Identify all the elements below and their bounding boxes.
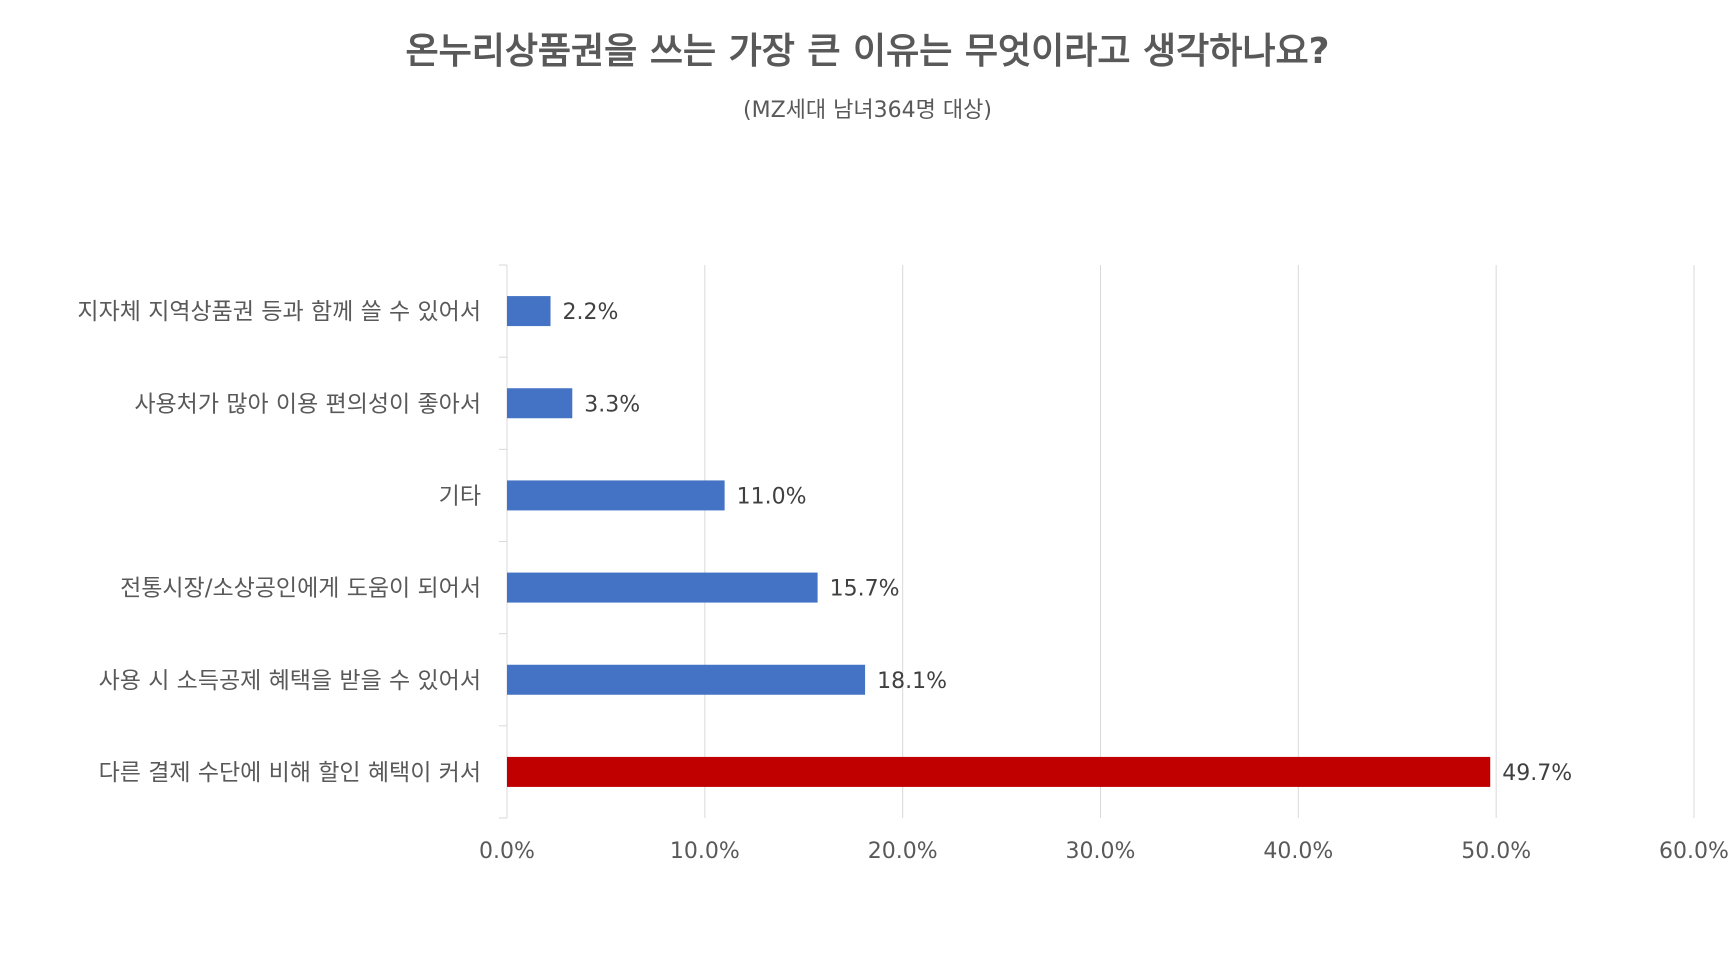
x-tick-label: 20.0% xyxy=(868,839,938,864)
data-label: 11.0% xyxy=(737,484,807,509)
category-label: 다른 결제 수단에 비해 할인 혜택이 커서 xyxy=(99,760,481,786)
data-label: 49.7% xyxy=(1502,761,1572,786)
chart-subtitle: (MZ세대 남녀364명 대상) xyxy=(743,98,992,123)
category-label: 사용 시 소득공제 혜택을 받을 수 있어서 xyxy=(99,668,481,694)
category-label: 지자체 지역상품권 등과 함께 쓸 수 있어서 xyxy=(77,299,481,325)
x-tick-label: 0.0% xyxy=(479,839,535,864)
x-tick-label: 60.0% xyxy=(1659,839,1729,864)
data-label: 15.7% xyxy=(830,577,900,602)
x-tick-label: 10.0% xyxy=(670,839,740,864)
bar xyxy=(507,480,725,511)
data-label: 2.2% xyxy=(563,300,619,325)
bar xyxy=(507,756,1491,787)
data-label: 18.1% xyxy=(877,669,947,694)
bar xyxy=(507,388,573,419)
bar xyxy=(507,296,551,327)
category-label: 기타 xyxy=(439,483,481,509)
x-tick-label: 50.0% xyxy=(1461,839,1531,864)
bar xyxy=(507,664,866,695)
bar xyxy=(507,572,818,603)
category-label: 전통시장/소상공인에게 도움이 되어서 xyxy=(120,576,481,602)
x-tick-label: 30.0% xyxy=(1066,839,1136,864)
chart-title: 온누리상품권을 쓰는 가장 큰 이유는 무엇이라고 생각하나요? xyxy=(405,31,1330,72)
category-label: 사용처가 많아 이용 편의성이 좋아서 xyxy=(134,391,481,417)
data-label: 3.3% xyxy=(584,392,640,417)
x-tick-label: 40.0% xyxy=(1263,839,1333,864)
